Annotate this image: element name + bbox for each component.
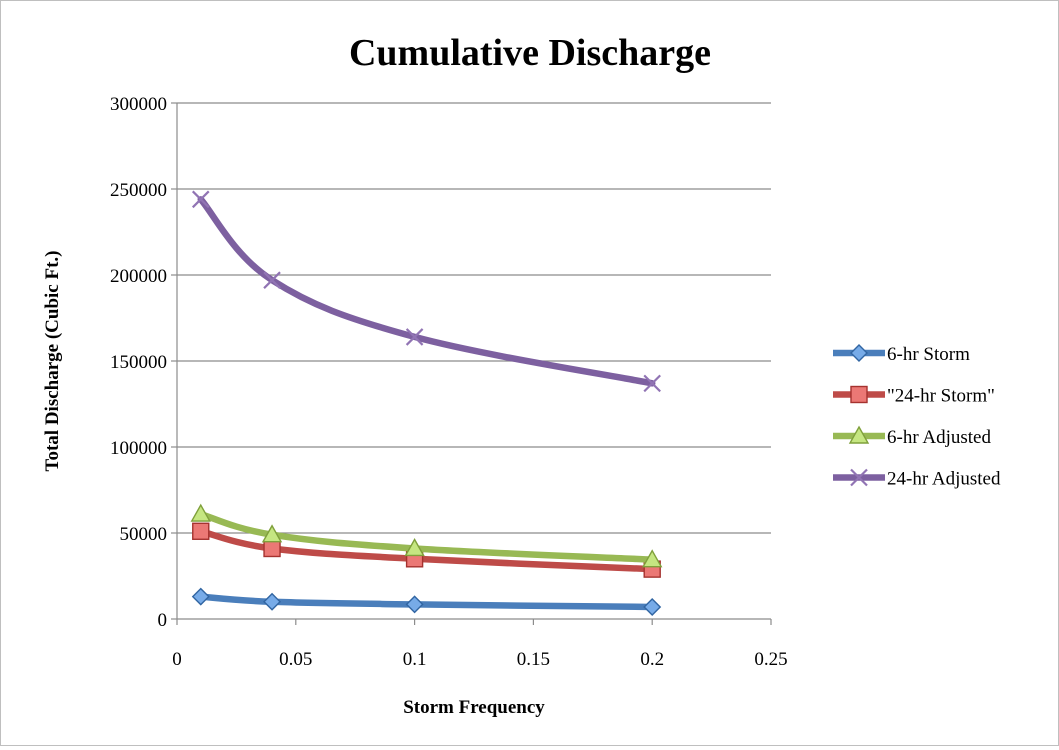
tick-labels: 0 50000 100000 150000 200000 250000 300000 0 0.0…: [110, 94, 788, 670]
legend-item: 6-hr Adjusted: [833, 425, 991, 448]
legend: 6-hr Storm "24-hr Storm" 6-hr Adjusted 24-h…: [833, 344, 1001, 490]
y-tick-label: 100000: [110, 438, 167, 459]
legend-marker: [848, 425, 870, 444]
legend-marker: [850, 385, 868, 404]
series-0: [191, 587, 662, 616]
data-point: [405, 595, 424, 614]
x-tick-label: 0.15: [517, 649, 550, 670]
data-point: [261, 524, 283, 543]
legend-item: 24-hr Adjusted: [833, 469, 1001, 490]
y-tick-label: 300000: [110, 94, 167, 115]
x-tick-label: 0.1: [403, 649, 427, 670]
x-tick-label: 0.2: [640, 649, 664, 670]
gridlines: [177, 102, 771, 534]
legend-label: "24-hr Storm": [887, 386, 995, 407]
legend-item: "24-hr Storm": [833, 386, 995, 407]
data-point: [263, 592, 282, 611]
series-lines: [190, 190, 663, 616]
legend-marker: [850, 468, 868, 487]
data-point: [643, 374, 661, 393]
y-tick-label: 0: [158, 610, 168, 631]
chart-title: Cumulative Discharge: [349, 32, 711, 74]
legend-label: 6-hr Storm: [887, 344, 970, 365]
series-1: [192, 522, 661, 578]
data-point: [404, 538, 425, 557]
legend-label: 6-hr Adjusted: [887, 427, 991, 448]
y-tick-label: 200000: [110, 266, 167, 287]
data-point: [263, 271, 281, 289]
data-point: [405, 328, 424, 346]
series-2: [190, 503, 663, 568]
series-3: [191, 190, 661, 393]
legend-label: 24-hr Adjusted: [887, 469, 1001, 490]
data-point: [190, 503, 211, 522]
data-point: [192, 522, 210, 540]
data-point: [191, 190, 210, 209]
x-tick-label: 0.25: [754, 649, 787, 670]
series-line: [197, 593, 656, 611]
series-line: [197, 196, 656, 387]
x-axis-title: Storm Frequency: [403, 697, 545, 718]
x-tick-label: 0: [172, 649, 182, 670]
x-tick-label: 0.05: [279, 649, 312, 670]
y-tick-label: 250000: [110, 180, 167, 201]
data-point: [642, 549, 663, 568]
legend-item: 6-hr Storm: [833, 344, 970, 365]
legend-marker: [850, 344, 868, 362]
data-point: [263, 539, 281, 558]
data-point: [191, 587, 210, 606]
y-axis-title: Total Discharge (Cubic Ft.): [42, 251, 63, 472]
data-point: [643, 597, 662, 616]
y-tick-label: 150000: [110, 352, 167, 373]
series-line: [197, 510, 656, 563]
series-line: [197, 528, 656, 573]
axes: [171, 102, 772, 625]
y-tick-label: 50000: [120, 524, 168, 545]
